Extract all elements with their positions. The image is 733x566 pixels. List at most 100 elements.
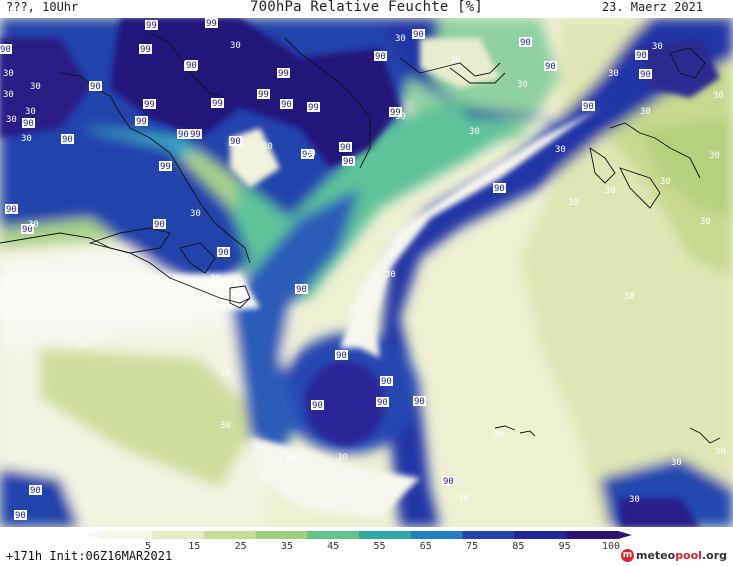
colorbar-ticks: 5 15 25 35 45 55 65 75 85 95 100 <box>0 541 733 553</box>
contour-label: 30 <box>652 42 663 52</box>
svg-text:30: 30 <box>709 151 720 161</box>
svg-text:30: 30 <box>3 69 14 79</box>
colorbar-tick-label: 85 <box>512 541 525 552</box>
svg-text:99: 99 <box>136 117 147 127</box>
contour-label: 90 <box>582 101 595 112</box>
contour-label: 30 <box>348 303 359 313</box>
contour-label: 30 <box>700 217 711 227</box>
contour-label: 90 <box>280 99 293 110</box>
contour-label: 30 <box>395 34 406 44</box>
svg-text:90: 90 <box>640 70 651 80</box>
svg-text:30: 30 <box>220 369 231 379</box>
contour-label: 99 <box>143 99 156 110</box>
contour-label: 90 <box>29 485 42 496</box>
contour-label: 30 <box>469 127 480 137</box>
contour-label: 30 <box>624 292 635 302</box>
contour-label: 90 <box>14 510 27 521</box>
svg-text:99: 99 <box>206 19 217 29</box>
svg-text:30: 30 <box>700 217 711 227</box>
contour-label: 90 <box>89 81 102 92</box>
contour-label: 30 <box>6 115 17 125</box>
contour-label: 99 <box>307 102 320 113</box>
svg-text:30: 30 <box>25 107 36 117</box>
svg-text:90: 90 <box>23 119 34 129</box>
contour-label: 99 <box>135 116 148 127</box>
svg-text:30: 30 <box>190 209 201 219</box>
contour-label: 30 <box>517 80 528 90</box>
svg-text:30: 30 <box>210 274 221 284</box>
contour-label: 99 <box>257 89 270 100</box>
svg-text:90: 90 <box>22 225 33 235</box>
contour-label: 90 <box>311 400 324 411</box>
colorbar-swatch <box>203 531 256 539</box>
contour-label: 30 <box>337 453 348 463</box>
contour-label: 30 <box>3 90 14 100</box>
svg-text:90: 90 <box>218 248 229 258</box>
contour-label: 90 <box>519 37 532 48</box>
contour-label: 30 <box>608 69 619 79</box>
contour-label: 99 <box>389 107 402 118</box>
contour-label: 30 <box>220 421 231 431</box>
svg-text:90: 90 <box>414 397 425 407</box>
contour-label: 30 <box>30 82 41 92</box>
dry-tongue <box>0 38 600 518</box>
svg-text:30: 30 <box>220 421 231 431</box>
contour-label: 99 <box>139 44 152 55</box>
svg-text:90: 90 <box>302 150 313 160</box>
colorbar-swatch <box>462 531 515 539</box>
contour-label: 30 <box>629 495 640 505</box>
svg-text:99: 99 <box>390 108 401 118</box>
svg-text:30: 30 <box>21 134 32 144</box>
valid-date: 23. Maerz 2021 <box>601 0 703 14</box>
contour-label: 90 <box>0 44 12 55</box>
model-run: +171h Init:06Z16MAR2021 <box>6 549 173 563</box>
colorbar <box>86 531 632 539</box>
meteopool-logo-icon: m <box>620 548 634 562</box>
contour-label: 30 <box>28 220 39 230</box>
svg-text:99: 99 <box>278 69 289 79</box>
svg-text:90: 90 <box>636 51 647 61</box>
logo-brand: meteo <box>635 548 676 562</box>
contour-label: 90 <box>21 224 34 235</box>
svg-text:30: 30 <box>555 145 566 155</box>
meteopool-logo[interactable]: m meteopool.org <box>620 547 727 563</box>
contour-label: 30 <box>210 274 221 284</box>
svg-text:30: 30 <box>348 303 359 313</box>
contour-label: 30 <box>660 177 671 187</box>
svg-text:30: 30 <box>30 82 41 92</box>
svg-text:30: 30 <box>6 115 17 125</box>
contour-label: 30 <box>3 69 14 79</box>
svg-text:90: 90 <box>494 184 505 194</box>
svg-text:99: 99 <box>140 45 151 55</box>
contour-label: 99 <box>145 20 158 31</box>
svg-text:30: 30 <box>605 186 616 196</box>
colorbar-tick-label: 75 <box>466 541 479 552</box>
contour-label: 90 <box>61 134 74 145</box>
colorbar-swatch <box>255 531 308 539</box>
contour-label: 30 <box>190 209 201 219</box>
svg-text:30: 30 <box>337 453 348 463</box>
svg-text:90: 90 <box>545 62 556 72</box>
svg-text:90: 90 <box>377 398 388 408</box>
colorbar-min-arrow <box>86 531 100 539</box>
contour-label: 30 <box>220 369 231 379</box>
svg-text:30: 30 <box>395 112 406 122</box>
contour-label: 30 <box>21 134 32 144</box>
svg-text:90: 90 <box>443 477 454 487</box>
contour-label: 90 <box>380 376 393 387</box>
svg-text:90: 90 <box>15 511 26 521</box>
humidity-map: 9999999999999999999999999990909090909090… <box>0 18 733 527</box>
svg-text:30: 30 <box>624 292 635 302</box>
contour-label: 90 <box>217 247 230 258</box>
contour-label: 30 <box>25 107 36 117</box>
contour-label: 30 <box>715 447 726 457</box>
svg-text:90: 90 <box>336 351 347 361</box>
contour-label: 99 <box>159 161 172 172</box>
colorbar-tick-label: 25 <box>234 541 247 552</box>
contour-label: 90 <box>229 136 242 147</box>
contour-label: 90 <box>374 51 387 62</box>
contour-label: 90 <box>635 50 648 61</box>
contour-label: 90 <box>295 284 308 295</box>
svg-text:90: 90 <box>343 157 354 167</box>
contour-label: 30 <box>493 430 504 440</box>
